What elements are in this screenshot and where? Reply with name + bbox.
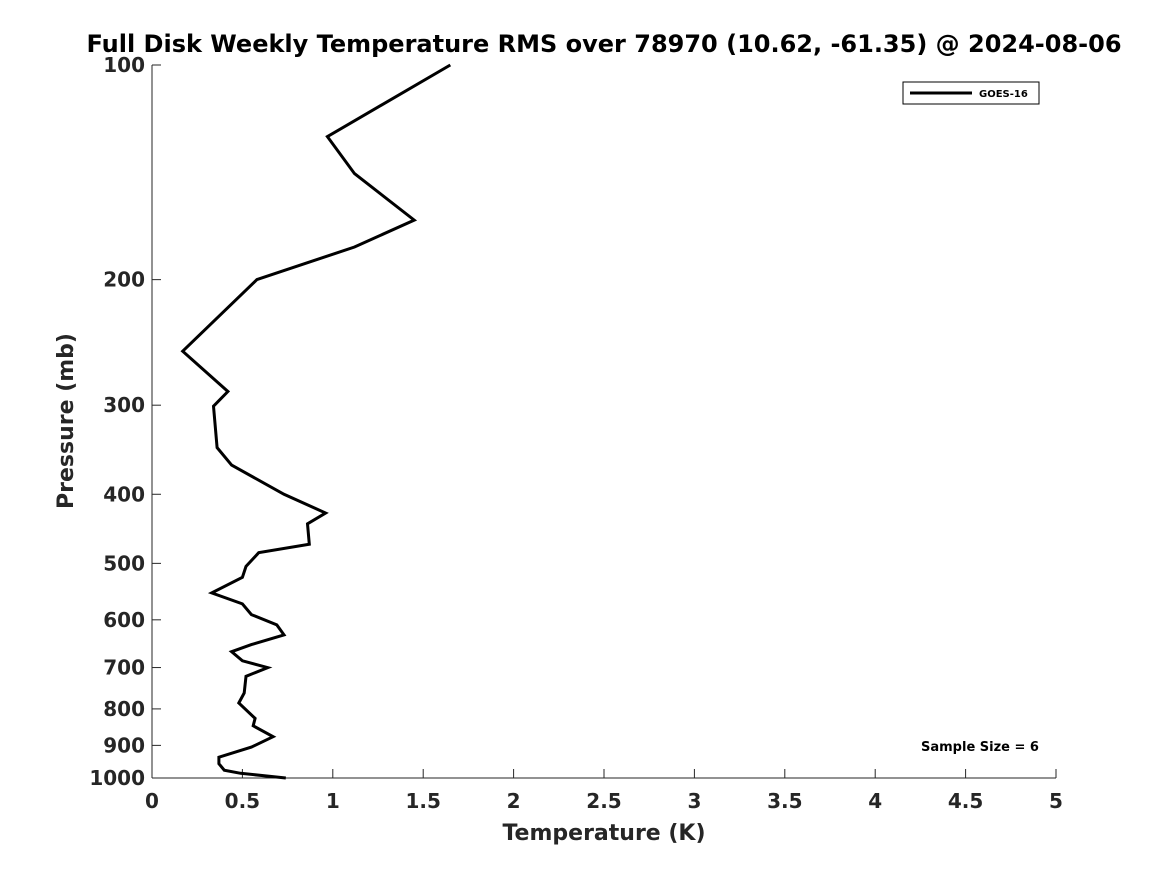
x-axis-ticks: 0 0.5 1 1.5 2 2.5 3 3.5 4 4.5 5 bbox=[145, 769, 1063, 813]
x-tick-label: 5 bbox=[1049, 789, 1063, 813]
y-axis-ticks: 100 200 300 400 500 600 700 800 900 1000 bbox=[89, 53, 161, 790]
y-tick-label: 900 bbox=[103, 733, 145, 757]
x-tick-label: 2 bbox=[507, 789, 521, 813]
x-tick-label: 4.5 bbox=[948, 789, 983, 813]
y-tick-label: 400 bbox=[103, 482, 145, 506]
legend: GOES-16 bbox=[902, 81, 1040, 105]
series-layer bbox=[180, 63, 452, 780]
chart-title: Full Disk Weekly Temperature RMS over 78… bbox=[86, 30, 1121, 58]
x-tick-label: 1 bbox=[326, 789, 340, 813]
y-tick-label: 1000 bbox=[89, 766, 145, 790]
y-tick-label: 800 bbox=[103, 697, 145, 721]
x-axis-label: Temperature (K) bbox=[502, 821, 705, 846]
x-tick-label: 0 bbox=[145, 789, 159, 813]
x-tick-label: 4 bbox=[868, 789, 882, 813]
x-tick-label: 1.5 bbox=[405, 789, 440, 813]
x-tick-label: 3.5 bbox=[767, 789, 802, 813]
y-tick-label: 700 bbox=[103, 656, 145, 680]
x-tick-label: 3 bbox=[687, 789, 701, 813]
y-tick-label: 500 bbox=[103, 551, 145, 575]
y-tick-label: 200 bbox=[103, 268, 145, 292]
x-tick-label: 2.5 bbox=[586, 789, 621, 813]
y-tick-label: 300 bbox=[103, 393, 145, 417]
y-tick-label: 600 bbox=[103, 608, 145, 632]
y-tick-label: 100 bbox=[103, 53, 145, 77]
plot-area bbox=[151, 65, 1056, 779]
sample-size-annotation: Sample Size = 6 bbox=[921, 740, 1039, 755]
x-tick-label: 0.5 bbox=[225, 789, 260, 813]
legend-label-goes-16: GOES-16 bbox=[979, 89, 1028, 100]
y-axis-label: Pressure (mb) bbox=[54, 333, 79, 509]
series-line-goes-16 bbox=[180, 63, 452, 780]
